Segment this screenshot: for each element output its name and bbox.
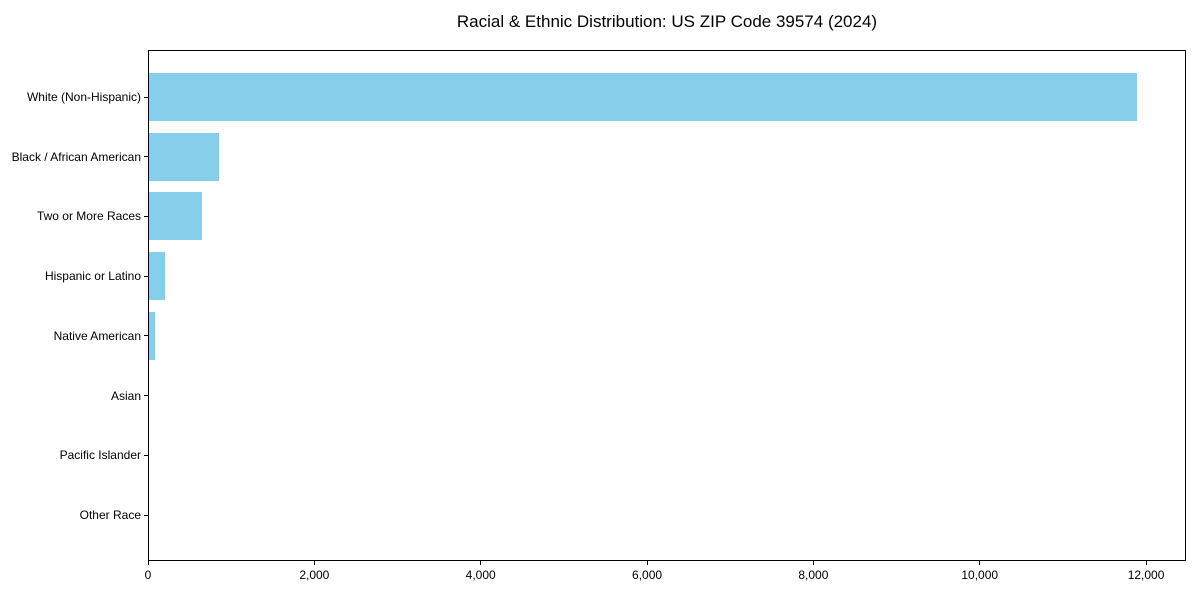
y-tick	[144, 454, 148, 456]
y-tick	[144, 215, 148, 217]
x-tick	[147, 561, 149, 565]
x-tick-label: 8,000	[798, 568, 829, 582]
x-tick	[1145, 561, 1147, 565]
y-tick-label: Pacific Islander	[59, 448, 141, 463]
bar	[149, 132, 219, 181]
x-tick-label: 6,000	[632, 568, 663, 582]
x-tick	[646, 561, 648, 565]
y-tick-label: Black / African American	[11, 149, 141, 164]
x-tick-label: 4,000	[465, 568, 496, 582]
plot-area	[148, 50, 1186, 561]
x-tick-label: 0	[144, 568, 152, 582]
x-tick-label: 2,000	[299, 568, 330, 582]
y-tick	[144, 275, 148, 277]
x-tick	[979, 561, 981, 565]
bar	[149, 73, 1137, 121]
y-tick-label: Asian	[110, 388, 141, 403]
y-tick	[144, 514, 148, 516]
bar	[149, 252, 165, 301]
bar	[149, 311, 155, 360]
x-tick	[480, 561, 482, 565]
y-tick-label: Two or More Races	[36, 209, 141, 224]
x-tick	[812, 561, 814, 565]
x-tick	[313, 561, 315, 565]
y-tick-label: Hispanic or Latino	[44, 269, 141, 284]
x-tick-label: 10,000	[961, 568, 999, 582]
y-tick-label: Native American	[53, 328, 141, 343]
y-tick	[144, 335, 148, 337]
y-tick	[144, 96, 148, 98]
x-tick-label: 12,000	[1127, 568, 1165, 582]
y-tick	[144, 395, 148, 397]
y-tick-label: Other Race	[79, 508, 141, 522]
bar	[149, 192, 202, 241]
y-tick-label: White (Non-Hispanic)	[26, 90, 141, 104]
y-tick	[144, 156, 148, 158]
chart-title: Racial & Ethnic Distribution: US ZIP Cod…	[456, 12, 878, 31]
